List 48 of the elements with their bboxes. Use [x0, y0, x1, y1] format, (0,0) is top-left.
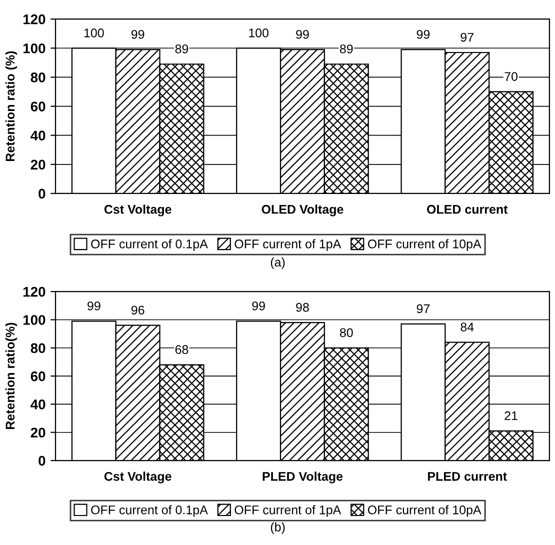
x-tick-label: PLED Voltage: [262, 472, 343, 484]
data-label: 84: [460, 322, 474, 332]
legend-label: OFF current of 10pA: [368, 239, 482, 251]
data-label: 99: [131, 30, 144, 39]
y-tick-label: 40: [30, 130, 46, 141]
text: (b): [270, 522, 285, 534]
y-tick-label: 0: [38, 456, 46, 466]
data-label: 99: [296, 30, 309, 39]
data-label: 70: [504, 72, 518, 81]
data-label: 99: [252, 301, 265, 310]
y-tick-label: 80: [30, 343, 46, 354]
data-label: 89: [175, 44, 188, 54]
data-label: 89: [340, 44, 353, 54]
legend-label: OFF current of 0.1pA: [91, 505, 208, 517]
y-tick-label: 120: [23, 286, 46, 297]
y-tick-label: 20: [30, 428, 46, 438]
data-label: 100: [84, 28, 104, 38]
data-label: 98: [296, 302, 309, 312]
x-tick-label: PLED current: [428, 472, 507, 481]
y-axis-title: Retention ratio(%): [5, 322, 18, 430]
x-tick-label: Cst Voltage: [104, 204, 172, 216]
y-tick-label: 20: [30, 160, 46, 170]
y-tick-label: 120: [23, 14, 46, 24]
data-label: 68: [175, 345, 188, 354]
data-label: 80: [340, 328, 353, 338]
x-tick-label: OLED current: [427, 204, 508, 214]
legend-label: OFF current of 1pA: [234, 505, 342, 517]
text: (a): [270, 257, 285, 270]
y-tick-label: 0: [38, 188, 46, 199]
y-tick-label: 60: [30, 371, 46, 382]
data-label: 100: [249, 28, 269, 38]
x-tick-label: OLED Voltage: [262, 204, 344, 216]
legend-label: OFF current of 10pA: [368, 505, 482, 517]
data-label: 99: [416, 30, 430, 39]
data-label: 97: [460, 32, 474, 42]
y-tick-label: 100: [23, 43, 46, 54]
x-tick-label: Cst Voltage: [104, 472, 172, 484]
y-tick-label: 60: [30, 102, 46, 112]
y-axis-title: Retention ratio (%): [5, 51, 18, 161]
y-tick-label: 80: [30, 72, 46, 82]
y-tick-label: 40: [30, 400, 46, 410]
data-label: 96: [131, 306, 144, 315]
data-label: 97: [416, 304, 430, 314]
y-tick-label: 100: [23, 315, 46, 325]
data-label: 21: [504, 411, 518, 420]
legend-label: OFF current of 0.1pA: [91, 239, 208, 251]
legend-label: OFF current of 1pA: [234, 239, 342, 251]
data-label: 99: [88, 301, 100, 310]
